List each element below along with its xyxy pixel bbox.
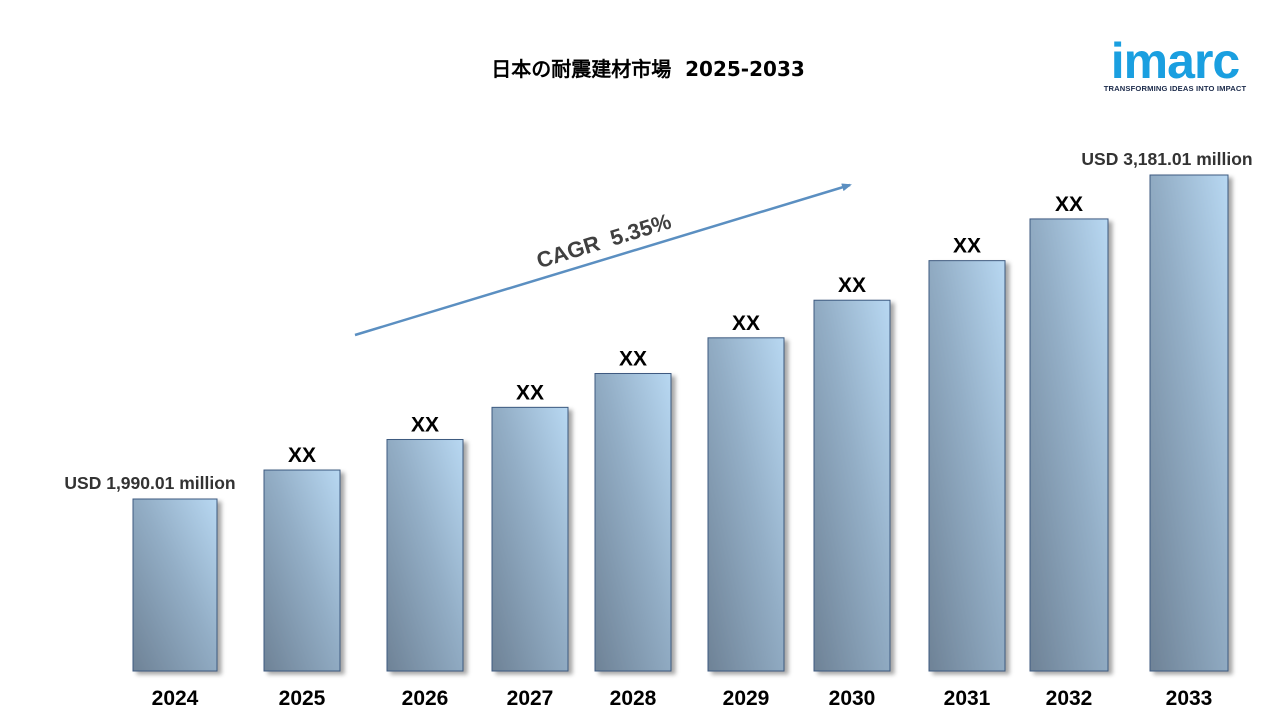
x-tick-2026: 2026: [402, 687, 449, 710]
bar-2027: [491, 406, 569, 672]
data-label-2033: USD 3,181.01 million: [1081, 149, 1252, 169]
x-tick-2028: 2028: [610, 687, 657, 710]
logo-wordmark: imarc: [1111, 33, 1240, 89]
cagr-annotation: CAGR 5.35%: [354, 183, 852, 337]
x-tick-2025: 2025: [279, 687, 326, 710]
data-label-2028: XX: [619, 348, 647, 371]
bar-2031: [928, 260, 1006, 672]
data-label-2029: XX: [732, 312, 760, 335]
data-label-2031: XX: [953, 235, 981, 258]
bar-2033: [1149, 174, 1229, 672]
x-axis-labels: 2024 2025 2026 2027 2028 2029 2030 2031 2032 2033: [152, 687, 1213, 710]
x-tick-2024: 2024: [152, 687, 199, 710]
bar-2025: [263, 469, 341, 672]
data-label-2030: XX: [838, 274, 866, 297]
bar-2030: [813, 299, 891, 672]
x-tick-2031: 2031: [944, 687, 991, 710]
bar-2029: [707, 337, 785, 672]
cagr-label: CAGR 5.35%: [534, 208, 675, 273]
chart-title: 日本の耐震建材市場 2025-2033: [491, 57, 805, 81]
bars-group: [132, 174, 1229, 672]
data-label-2026: XX: [411, 414, 439, 437]
x-tick-2032: 2032: [1046, 687, 1093, 710]
data-label-2027: XX: [516, 381, 544, 404]
cagr-arrow: [354, 183, 852, 337]
imarc-logo: imarc TRANSFORMING IDEAS INTO IMPACT: [1104, 33, 1247, 93]
bar-2032: [1029, 218, 1109, 672]
x-tick-2027: 2027: [507, 687, 554, 710]
data-label-2025: XX: [288, 444, 316, 467]
x-tick-2033: 2033: [1166, 687, 1213, 710]
bar-2028: [594, 373, 672, 672]
data-label-2032: XX: [1055, 193, 1083, 216]
value-labels-group: USD 1,990.01 million XX XX XX XX XX XX XX XX USD …: [64, 149, 1252, 493]
x-tick-2030: 2030: [829, 687, 876, 710]
logo-tagline: TRANSFORMING IDEAS INTO IMPACT: [1104, 84, 1247, 93]
x-tick-2029: 2029: [723, 687, 770, 710]
data-label-2024: USD 1,990.01 million: [64, 473, 235, 493]
bar-2026: [386, 439, 464, 672]
bar-2024: [132, 498, 218, 672]
